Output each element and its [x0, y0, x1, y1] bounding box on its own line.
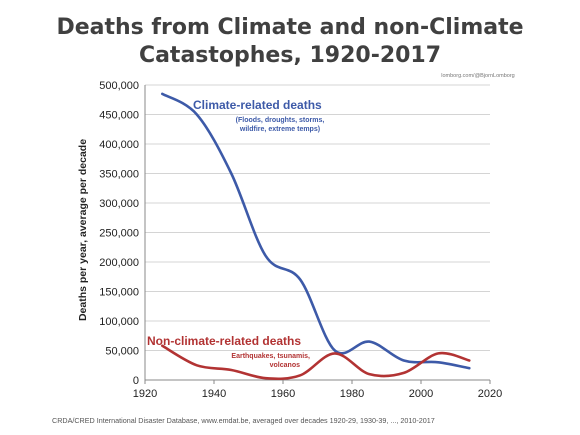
y-tick-label: 100,000 [99, 316, 139, 328]
y-tick-label: 50,000 [105, 346, 139, 358]
y-tick-label: 200,000 [99, 257, 139, 269]
non-climate-series-subtitle-1: Earthquakes, tsunamis, [231, 353, 310, 360]
x-tick-label: 1960 [271, 388, 295, 400]
non-climate-series-subtitle-2: volcanos [270, 362, 300, 369]
non-climate-deaths-line [161, 344, 471, 381]
chart-title-line2: Catastophes, 1920-2017 [139, 43, 441, 68]
x-tick-labels: 1920 1940 1960 1980 2000 2020 [133, 388, 502, 400]
climate-series-subtitle-1: (Floods, droughts, storms, [236, 117, 325, 124]
y-tick-label: 450,000 [99, 110, 139, 122]
y-tick-label: 150,000 [99, 287, 139, 299]
y-tick-label: 400,000 [99, 139, 139, 151]
y-tick-label: 350,000 [99, 169, 139, 181]
y-tick-label: 500,000 [99, 80, 139, 92]
climate-series-label: Climate-related deaths [193, 98, 322, 112]
y-tick-label: 300,000 [99, 198, 139, 210]
series-lines [161, 92, 471, 381]
x-tick-label: 2000 [409, 388, 433, 400]
y-tick-label: 250,000 [99, 228, 139, 240]
x-tick-label: 1980 [340, 388, 364, 400]
grid-lines [145, 84, 490, 351]
climate-deaths-line [161, 92, 471, 370]
source-text: CRDA/CRED International Disaster Databas… [52, 416, 435, 425]
axes [144, 85, 491, 384]
y-tick-labels: 0 50,000 100,000 150,000 200,000 250,000 300,0… [99, 80, 139, 387]
chart-title-line1: Deaths from Climate and non-Climate [56, 15, 523, 40]
climate-series-subtitle-2: wildfire, extreme temps) [239, 126, 320, 133]
y-tick-label: 0 [133, 375, 139, 387]
non-climate-series-label: Non-climate-related deaths [147, 334, 301, 348]
y-axis-label: Deaths per year, average per decade [77, 139, 89, 321]
credit-text: lomborg.com/@BjornLomborg [441, 73, 514, 79]
x-tick-label: 2020 [478, 388, 502, 400]
x-tick-label: 1920 [133, 388, 157, 400]
x-tick-label: 1940 [202, 388, 226, 400]
